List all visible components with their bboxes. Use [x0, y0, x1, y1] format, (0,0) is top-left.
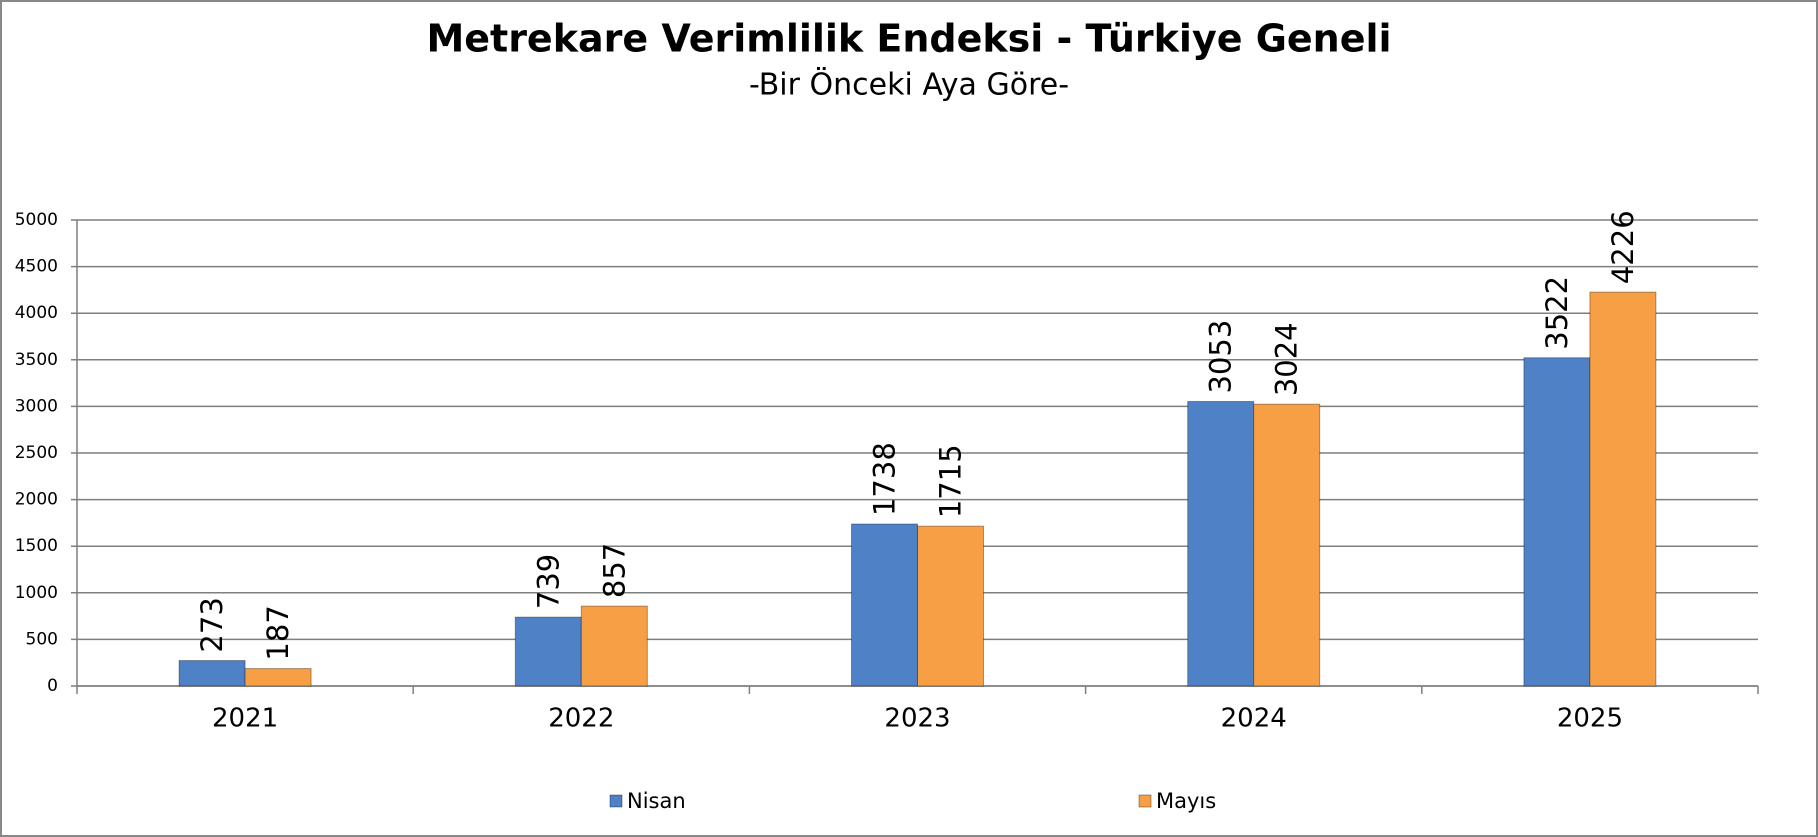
bar	[917, 525, 984, 687]
x-tick-label: 2021	[212, 704, 278, 734]
value-label: 1715	[934, 444, 968, 518]
y-tick-label: 1000	[15, 583, 58, 603]
value-label: 739	[531, 554, 565, 609]
y-tick-label: 5000	[15, 210, 58, 230]
value-label: 4226	[1606, 210, 1640, 284]
legend-swatch	[609, 794, 623, 808]
bar	[514, 616, 582, 687]
legend-label: Nisan	[627, 789, 686, 813]
legend-swatch	[1138, 794, 1152, 808]
x-tick-label: 2025	[1557, 704, 1623, 734]
bar	[1523, 357, 1591, 687]
bar	[1589, 291, 1657, 687]
x-tick-label: 2023	[884, 704, 950, 734]
value-label: 3053	[1204, 320, 1238, 394]
bar	[580, 605, 648, 687]
x-tick-label: 2024	[1221, 704, 1287, 734]
bar	[851, 523, 918, 687]
bar	[1187, 400, 1255, 687]
value-label: 857	[597, 543, 631, 598]
value-label: 187	[261, 605, 295, 660]
legend-label: Mayıs	[1156, 789, 1216, 813]
chart-title: Metrekare Verimlilik Endeksi - Türkiye G…	[426, 17, 1391, 61]
bar	[178, 660, 246, 687]
value-label: 3024	[1270, 322, 1304, 396]
x-tick-label: 2022	[548, 704, 614, 734]
y-tick-label: 500	[26, 629, 58, 649]
y-tick-label: 4500	[15, 257, 58, 277]
value-label: 1738	[868, 442, 902, 516]
y-tick-label: 3000	[15, 396, 58, 416]
y-tick-label: 0	[47, 676, 58, 696]
y-tick-label: 3500	[15, 350, 58, 370]
value-label: 3522	[1540, 276, 1574, 350]
bar	[244, 668, 312, 687]
y-tick-label: 2500	[15, 443, 58, 463]
y-tick-label: 2000	[15, 490, 58, 510]
bar	[1253, 403, 1321, 687]
y-tick-label: 1500	[15, 536, 58, 556]
chart-subtitle: -Bir Önceki Aya Göre-	[749, 67, 1069, 103]
y-tick-label: 4000	[15, 303, 58, 323]
value-label: 273	[195, 597, 229, 652]
